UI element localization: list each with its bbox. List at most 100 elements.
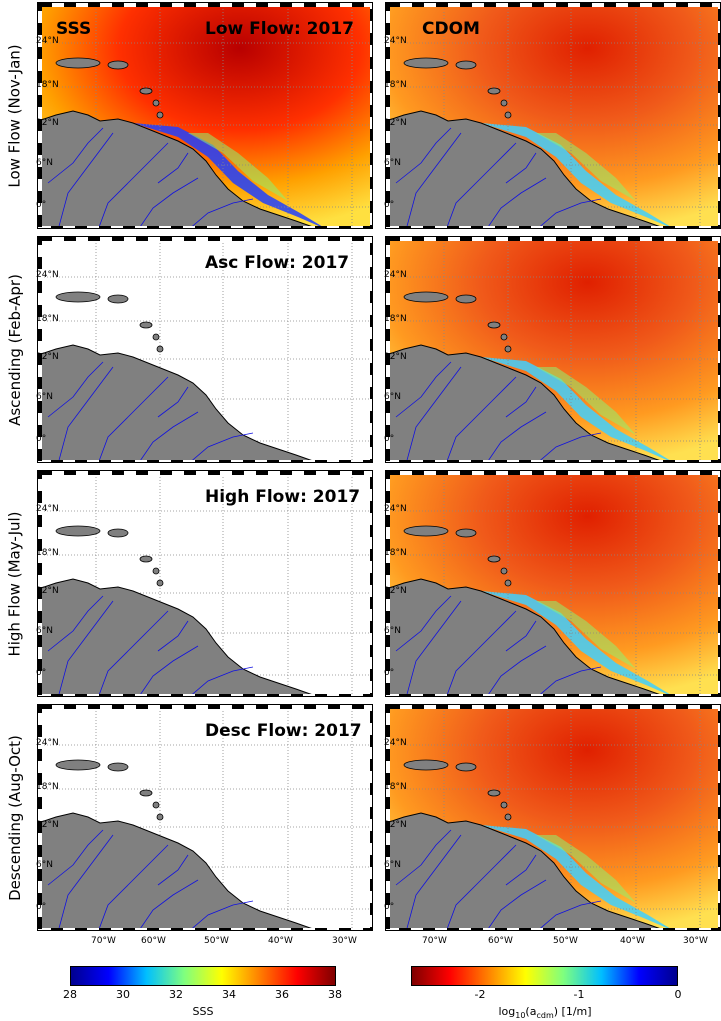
lat-tick-right: 24°N: [384, 36, 407, 46]
island: [403, 759, 449, 771]
island: [455, 762, 477, 772]
sss-cbar-tick: 36: [275, 988, 289, 1001]
lon-tick: 50°W: [204, 936, 229, 946]
lat-tick-left: 0°: [36, 902, 47, 912]
sss-cbar-tick: 30: [116, 988, 130, 1001]
cdom-label-end: ) [1/m]: [553, 1005, 592, 1018]
lon-tick: 40°W: [620, 936, 645, 946]
island: [487, 87, 501, 95]
lat-tick-left: 6°N: [36, 860, 53, 870]
island: [139, 789, 153, 797]
map-svg: [386, 705, 720, 930]
lat-tick-left: 0°: [36, 434, 47, 444]
row-label-text: Low Flow (Nov-Jan): [6, 43, 25, 188]
lat-tick-right: 18°N: [384, 314, 407, 324]
lat-tick-left: 18°N: [36, 80, 59, 90]
island: [504, 579, 512, 587]
lat-tick-left: 24°N: [36, 504, 59, 514]
lat-tick-left: 12°N: [36, 118, 59, 128]
lon-tick: 50°W: [553, 936, 578, 946]
lat-tick-right: 24°N: [384, 738, 407, 748]
lon-tick: 70°W: [91, 936, 116, 946]
island: [403, 291, 449, 303]
lat-tick-right: 6°N: [384, 158, 401, 168]
island: [156, 111, 164, 119]
lon-tick: 30°W: [683, 936, 708, 946]
lat-tick-left: 24°N: [36, 738, 59, 748]
island: [107, 60, 129, 70]
lat-tick-right: 18°N: [384, 548, 407, 558]
island: [403, 525, 449, 537]
lat-tick-right: 12°N: [384, 352, 407, 362]
island: [55, 759, 101, 771]
sss-panel-low: [37, 2, 373, 229]
lat-tick-right: 0°: [384, 434, 395, 444]
sss-cbar-label: SSS: [192, 1005, 214, 1018]
island: [107, 294, 129, 304]
island: [500, 99, 508, 107]
lon-tick: 70°W: [422, 936, 447, 946]
lat-tick-right: 12°N: [384, 820, 407, 830]
lat-tick-right: 6°N: [384, 860, 401, 870]
cdom-cbar-tick: -2: [474, 988, 486, 1001]
lat-tick-right: 24°N: [384, 270, 407, 280]
cdom-label-log: log: [498, 1005, 516, 1018]
island: [156, 345, 164, 353]
cdom-panel-asc: [385, 236, 721, 463]
island: [55, 291, 101, 303]
lat-tick-left: 18°N: [36, 782, 59, 792]
cdom-label-sub2: cdm: [536, 1011, 554, 1021]
sss-cbar-tick: 32: [169, 988, 183, 1001]
island: [500, 333, 508, 341]
island: [139, 87, 153, 95]
island: [487, 789, 501, 797]
lat-tick-right: 24°N: [384, 504, 407, 514]
sss-panel-desc: [37, 704, 373, 931]
lat-tick-left: 6°N: [36, 392, 53, 402]
island: [500, 567, 508, 575]
cdom-panel-high: [385, 470, 721, 697]
panel-title-desc: Desc Flow: 2017: [205, 721, 362, 741]
lat-tick-right: 6°N: [384, 392, 401, 402]
cdom-cbar-label: log10(acdm) [1/m]: [498, 1005, 591, 1020]
island: [500, 801, 508, 809]
lat-tick-left: 18°N: [36, 548, 59, 558]
island: [487, 555, 501, 563]
lat-tick-left: 24°N: [36, 36, 59, 46]
cdom-panel-low: [385, 2, 721, 229]
row-label-text: High Flow (May-Jul): [6, 510, 24, 657]
island: [156, 813, 164, 821]
lat-tick-left: 0°: [36, 200, 47, 210]
island: [504, 813, 512, 821]
cdom-label-sub: 10: [515, 1011, 526, 1021]
island: [139, 555, 153, 563]
lat-tick-left: 18°N: [36, 314, 59, 324]
lat-tick-right: 0°: [384, 668, 395, 678]
island: [504, 345, 512, 353]
lat-tick-right: 0°: [384, 200, 395, 210]
island: [156, 579, 164, 587]
lat-tick-left: 12°N: [36, 586, 59, 596]
island: [403, 57, 449, 69]
row-label-high-flow: High Flow (May-Jul): [4, 470, 26, 697]
lat-tick-right: 0°: [384, 902, 395, 912]
island: [504, 111, 512, 119]
cdom-label-mid: (a: [525, 1005, 537, 1018]
sss-cbar-tick: 28: [63, 988, 77, 1001]
lat-tick-left: 0°: [36, 668, 47, 678]
island: [55, 525, 101, 537]
island: [455, 60, 477, 70]
cdom-panel-desc: [385, 704, 721, 931]
island: [107, 528, 129, 538]
island: [487, 321, 501, 329]
map-svg: [386, 237, 720, 462]
map-svg: [386, 471, 720, 696]
lat-tick-right: 18°N: [384, 80, 407, 90]
lat-tick-right: 6°N: [384, 626, 401, 636]
sss-panel-asc: [37, 236, 373, 463]
island: [455, 528, 477, 538]
island: [152, 333, 160, 341]
island: [107, 762, 129, 772]
row-label-text: Ascending (Feb-Apr): [6, 273, 24, 426]
lon-tick: 40°W: [268, 936, 293, 946]
